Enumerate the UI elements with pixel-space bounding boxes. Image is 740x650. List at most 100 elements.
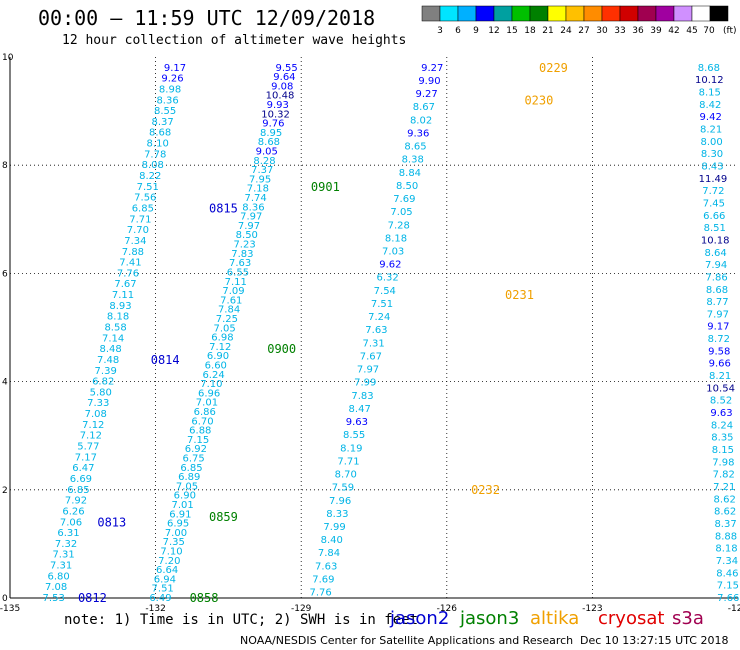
scale-label: 9 [473, 26, 479, 36]
lon-tick-label: -132 [145, 604, 165, 614]
wave-height-value: 6.91 [169, 509, 191, 520]
wave-height-value: 7.45 [703, 198, 725, 209]
wave-height-value: 7.15 [187, 435, 209, 446]
scale-label: 3 [437, 26, 443, 36]
pass-time-label: 0815 [209, 201, 238, 215]
wave-height-value: 8.36 [156, 95, 178, 106]
wave-height-value: 7.35 [163, 537, 185, 548]
pass-time-label: 0813 [97, 515, 126, 529]
footer-note: note: 1) Time is in UTC; 2) SWH is in fe… [64, 612, 419, 628]
wave-height-value: 8.70 [335, 470, 357, 481]
wave-height-value: 10.12 [695, 75, 724, 86]
wave-height-value: 7.23 [233, 240, 255, 251]
wave-height-value: 8.55 [154, 106, 176, 117]
created-timestamp: Dec 10 13:27:15 UTC 2018 [580, 634, 729, 647]
wave-height-value: 8.52 [710, 396, 732, 407]
wave-height-value: 7.48 [97, 355, 119, 366]
wave-height-value: 9.27 [416, 89, 438, 100]
wave-height-value: 7.63 [365, 325, 387, 336]
legend-cryosat: cryosat [598, 608, 665, 629]
wave-height-value: 8.22 [139, 171, 161, 182]
wave-height-value: 6.98 [211, 333, 233, 344]
scale-label: 24 [560, 26, 572, 36]
wave-height-value: 7.08 [85, 409, 107, 420]
scale-label: 70 [703, 26, 715, 36]
wave-height-value: 7.09 [222, 286, 244, 297]
wave-height-value: 7.94 [705, 260, 727, 271]
wave-height-value: 6.64 [156, 565, 178, 576]
pass-time-label: 0900 [267, 342, 296, 356]
pass-time-label: 0229 [539, 61, 568, 75]
wave-height-value: 6.85 [132, 203, 154, 214]
wave-height-value: 7.12 [80, 431, 102, 442]
wave-height-value: 7.83 [351, 391, 373, 402]
wave-height-value: 7.97 [357, 365, 379, 376]
wave-height-value: 7.61 [220, 295, 242, 306]
pass-time-label: 0232 [471, 483, 500, 497]
wave-height-value: 8.67 [413, 102, 435, 113]
wave-height-value: 9.17 [707, 322, 729, 333]
wave-height-value: 8.68 [258, 137, 280, 148]
wave-height-value: 7.51 [371, 299, 393, 310]
wave-height-value: 8.65 [404, 142, 426, 153]
lon-tick-label: -120 [728, 604, 740, 614]
wave-height-value: 7.67 [360, 351, 382, 362]
lon-tick-label: -129 [291, 604, 312, 614]
wave-height-value: 10.48 [266, 91, 295, 102]
wave-height-value: 7.01 [171, 500, 193, 511]
wave-height-value: 10.32 [261, 109, 290, 120]
scale-label: 39 [650, 26, 662, 36]
wave-height-value: 7.53 [43, 593, 65, 604]
wave-height-value: 9.58 [708, 346, 730, 357]
wave-height-value: 9.17 [164, 63, 186, 74]
wave-height-value: 7.96 [329, 496, 351, 507]
wave-height-value: 6.70 [191, 416, 213, 427]
wave-height-value: 9.55 [276, 63, 298, 74]
lat-tick-label: 2 [2, 486, 8, 496]
wave-height-value: 8.18 [715, 544, 737, 555]
legend-altika: altika [530, 608, 580, 629]
wave-height-value: 7.99 [323, 522, 345, 533]
wave-height-value: 8.18 [107, 312, 129, 323]
wave-height-value: 8.36 [242, 202, 264, 213]
pass-time-label: 0812 [78, 591, 107, 605]
wave-height-value: 7.14 [102, 333, 124, 344]
wave-height-value: 7.20 [158, 556, 180, 567]
pass-time-label: 0231 [505, 288, 534, 302]
wave-height-value: 7.69 [393, 194, 415, 205]
legend-jason2: jason2 [390, 608, 450, 629]
wave-height-value: 8.15 [712, 445, 734, 456]
scale-label: 15 [506, 26, 517, 36]
wave-height-value: 7.70 [127, 225, 149, 236]
wave-height-value: 7.92 [65, 496, 87, 507]
lon-tick-label: -126 [437, 604, 458, 614]
map-subtitle: 12 hour collection of altimeter wave hei… [62, 33, 407, 48]
wave-height-value: 7.32 [55, 539, 77, 550]
wave-height-value: 8.68 [698, 63, 720, 74]
wave-height-value: 8.95 [260, 128, 282, 139]
wave-height-value: 8.35 [711, 433, 733, 444]
wave-height-value: 7.99 [354, 378, 376, 389]
wave-height-value: 6.90 [207, 351, 229, 362]
lat-tick-label: 4 [2, 378, 8, 388]
wave-height-value: 8.37 [151, 117, 173, 128]
track-jason3: 6.497.516.946.647.207.107.357.006.956.91… [149, 63, 339, 605]
wave-height-value: 7.11 [112, 290, 134, 301]
wave-height-value: 8.48 [99, 344, 121, 355]
wave-height-value: 7.24 [368, 312, 390, 323]
wave-height-value: 6.69 [70, 474, 92, 485]
wave-height-value: 6.49 [149, 593, 171, 604]
scale-label: 30 [596, 26, 608, 36]
scale-unit: (ft) [723, 26, 737, 36]
wave-height-value: 8.68 [706, 285, 728, 296]
wave-height-value: 8.28 [253, 156, 275, 167]
wave-height-value: 7.69 [312, 574, 334, 585]
wave-height-value: 7.41 [119, 258, 141, 269]
wave-height-value: 7.28 [388, 220, 410, 231]
wave-height-value: 7.05 [390, 207, 412, 218]
pass-time-label: 0859 [209, 510, 238, 524]
wave-height-value: 8.50 [236, 230, 258, 241]
wave-height-value: 7.82 [713, 470, 735, 481]
wave-height-value: 8.98 [159, 84, 181, 95]
wave-height-value: 10.18 [701, 235, 730, 246]
